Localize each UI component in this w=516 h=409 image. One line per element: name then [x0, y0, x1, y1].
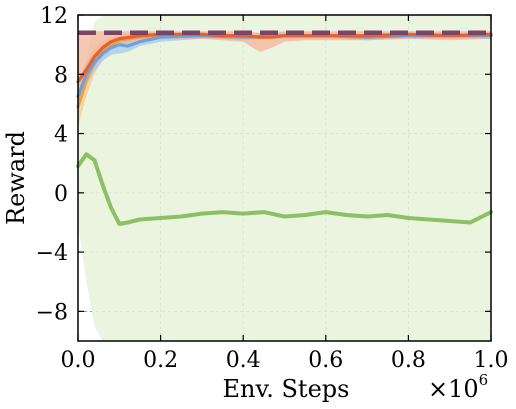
y-tick-label: 12: [40, 4, 68, 29]
x-tick-label: 0.4: [226, 348, 261, 373]
series-lines: [76, 32, 493, 226]
series-0-line: [76, 152, 493, 226]
y-tick-label: 4: [54, 123, 68, 148]
x-tick-label: 0.6: [308, 348, 343, 373]
x-tick-label: 0.0: [61, 348, 96, 373]
series-3-line: [76, 32, 493, 84]
y-tick-label: −8: [36, 300, 68, 325]
x-tick-labels: 0.0 0.2 0.4 0.6 0.8 1.0: [61, 348, 509, 373]
y-axis-label: Reward: [2, 131, 30, 225]
x-axis-label: Env. Steps: [223, 375, 350, 403]
plot-frame: [77, 14, 492, 342]
x-tick-label: 0.8: [391, 348, 426, 373]
x-multiplier: ×106: [428, 371, 488, 403]
y-tick-label: 8: [54, 63, 68, 88]
axis-ticks: [77, 14, 492, 341]
x-multiplier-exponent: 6: [479, 371, 489, 389]
series-0-band: [78, 15, 491, 341]
y-tick-label: 0: [54, 182, 68, 207]
confidence-bands: [78, 15, 491, 341]
x-tick-label: 1.0: [474, 348, 509, 373]
y-tick-labels: −8 −4 0 4 8 12: [36, 4, 68, 325]
x-tick-label: 0.2: [143, 348, 178, 373]
y-tick-label: −4: [36, 241, 68, 266]
x-multiplier-base: ×10: [428, 375, 479, 403]
